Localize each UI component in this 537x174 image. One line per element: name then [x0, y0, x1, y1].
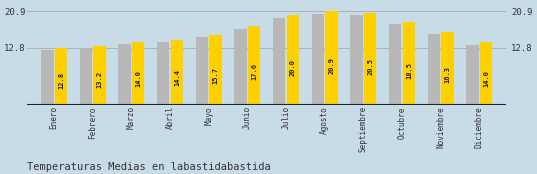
Bar [441, 32, 454, 105]
Bar [480, 42, 492, 105]
Bar [132, 42, 144, 105]
Bar [235, 29, 247, 105]
Bar [157, 42, 170, 105]
Bar [364, 13, 376, 105]
Bar [248, 26, 260, 105]
Bar [41, 50, 54, 105]
Bar [93, 46, 106, 105]
Text: 20.9: 20.9 [329, 57, 335, 74]
Bar [171, 40, 183, 105]
Bar [196, 37, 208, 105]
Text: 20.0: 20.0 [290, 59, 296, 76]
Bar [209, 35, 222, 105]
Text: 12.8: 12.8 [58, 72, 64, 89]
Text: 16.3: 16.3 [445, 66, 451, 83]
Text: 17.6: 17.6 [251, 63, 257, 80]
Bar [287, 15, 299, 105]
Text: 14.4: 14.4 [174, 69, 180, 86]
Bar [428, 34, 440, 105]
Bar [119, 44, 131, 105]
Bar [312, 14, 324, 105]
Bar [467, 45, 479, 105]
Bar [273, 18, 286, 105]
Bar [351, 15, 363, 105]
Text: 14.0: 14.0 [135, 70, 141, 87]
Text: 18.5: 18.5 [406, 62, 412, 78]
Bar [389, 24, 402, 105]
Text: 15.7: 15.7 [213, 67, 219, 84]
Text: 14.0: 14.0 [483, 70, 489, 87]
Bar [80, 48, 92, 105]
Bar [325, 11, 338, 105]
Text: 20.5: 20.5 [367, 58, 373, 75]
Bar [55, 48, 67, 105]
Text: 13.2: 13.2 [97, 72, 103, 89]
Bar [403, 22, 415, 105]
Text: Temperaturas Medias en labastidabastida: Temperaturas Medias en labastidabastida [27, 162, 271, 172]
